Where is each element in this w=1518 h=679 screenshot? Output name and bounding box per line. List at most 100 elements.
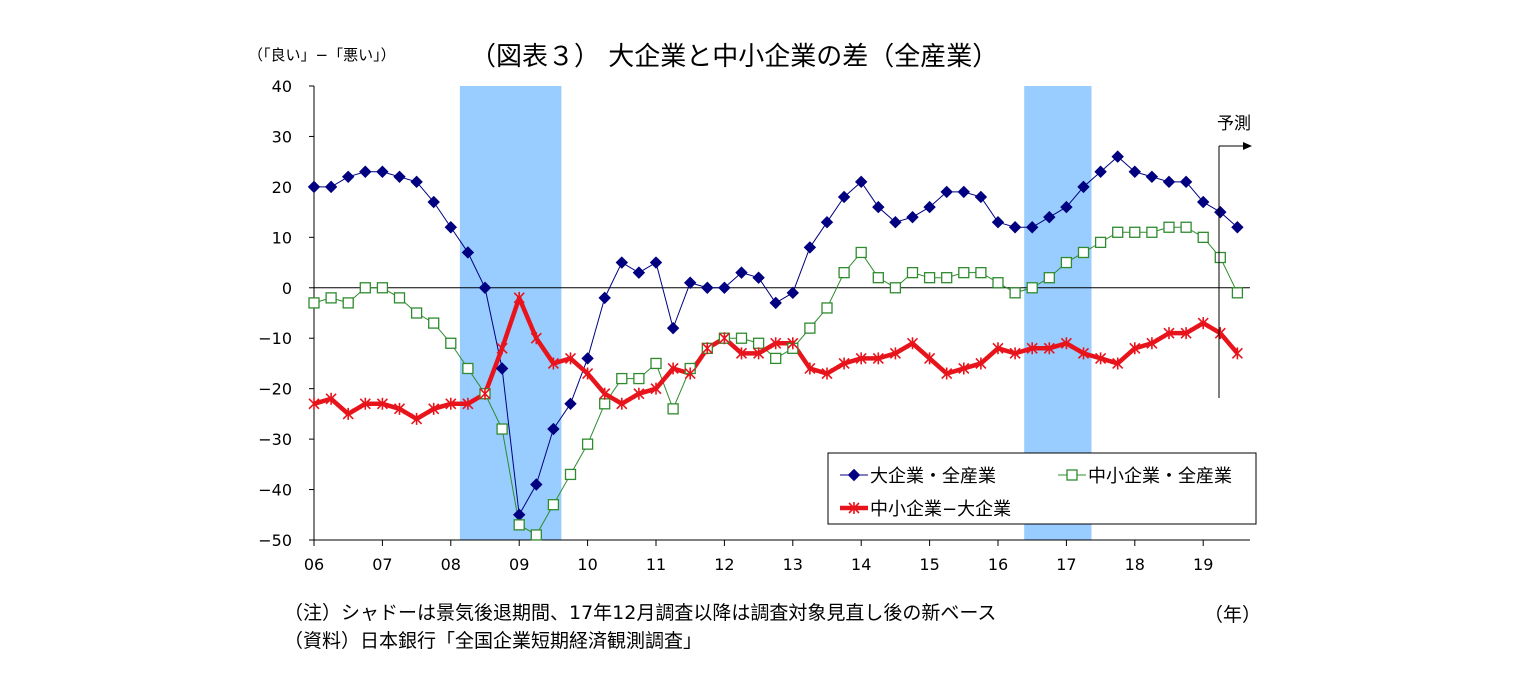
series-1-point bbox=[855, 246, 867, 259]
series-1-point bbox=[752, 337, 765, 349]
series-2-point bbox=[1009, 347, 1021, 360]
x-tick-label: 15 bbox=[919, 555, 939, 574]
series-1-point bbox=[496, 423, 508, 435]
series-2-point bbox=[770, 337, 782, 350]
series-1-point bbox=[513, 519, 525, 531]
series-0-point bbox=[1111, 150, 1124, 163]
series-2-point bbox=[753, 347, 765, 360]
series-1-point bbox=[804, 322, 816, 334]
series-1-point bbox=[735, 332, 748, 344]
x-axis-unit-label: （年） bbox=[1204, 604, 1262, 626]
forecast-arrow-head bbox=[1243, 142, 1252, 150]
series-0-point bbox=[393, 170, 406, 184]
series-2-point bbox=[958, 362, 970, 375]
series-0-point bbox=[341, 170, 355, 184]
series-1-point bbox=[906, 266, 919, 279]
series-1-point bbox=[325, 292, 337, 304]
series-2-point bbox=[599, 387, 611, 400]
series-2-point bbox=[1112, 357, 1124, 370]
series-1-point bbox=[308, 297, 320, 309]
footnote-note: （注）シャドーは景気後退期間、17年12月調査以降は調査対象見直し後の新ベース bbox=[284, 602, 997, 624]
series-2-point bbox=[445, 397, 457, 410]
series-2-point bbox=[1095, 352, 1107, 365]
series-0-point bbox=[854, 175, 868, 189]
series-1-point bbox=[445, 337, 457, 349]
legend-swatch-marker bbox=[847, 468, 861, 482]
x-tick-label: 16 bbox=[988, 555, 1008, 574]
series-2-point bbox=[787, 337, 799, 350]
series-2-point bbox=[1163, 327, 1175, 340]
x-tick-label: 09 bbox=[509, 555, 529, 574]
series-0-point bbox=[906, 210, 919, 224]
series-1-point bbox=[547, 499, 560, 511]
series-0-point bbox=[1060, 200, 1073, 214]
series-1-point bbox=[1112, 226, 1124, 238]
y-tick-label: 10 bbox=[272, 228, 292, 247]
legend-swatch-marker bbox=[1066, 469, 1078, 481]
series-0-point bbox=[324, 180, 338, 194]
y-tick-label: −10 bbox=[258, 329, 292, 348]
series-1-point bbox=[1009, 287, 1021, 299]
series-1-point bbox=[342, 297, 354, 309]
series-0-point bbox=[803, 241, 817, 254]
series-1-point bbox=[1197, 231, 1209, 243]
series-0-point bbox=[427, 195, 440, 209]
series-0-point bbox=[307, 180, 321, 194]
series-2-point bbox=[1197, 317, 1209, 330]
series-0-point bbox=[649, 256, 663, 269]
series-2-point bbox=[667, 362, 679, 375]
series-2-point bbox=[872, 352, 884, 365]
series-1-point bbox=[1129, 226, 1141, 238]
series-2-point bbox=[462, 397, 474, 410]
series-0-point bbox=[735, 266, 748, 279]
x-tick-label: 14 bbox=[851, 555, 871, 574]
series-2-point bbox=[1043, 342, 1055, 355]
series-1-point bbox=[1231, 287, 1244, 299]
series-2-point bbox=[547, 357, 559, 370]
series-0-point bbox=[786, 286, 800, 300]
legend-label-1: 中小企業・全産業 bbox=[1088, 466, 1232, 487]
series-2-point bbox=[393, 402, 406, 415]
series-2-point bbox=[1129, 342, 1141, 355]
legend-label-2: 中小企業−大企業 bbox=[870, 499, 1011, 520]
series-2-point bbox=[582, 367, 594, 380]
series-0-point bbox=[1094, 165, 1107, 178]
y-tick-label: −20 bbox=[258, 380, 292, 399]
chart-axes: 40 30 20 10 0 −10 −20 −30 −40 −50 06 07 08 09 10 11 12 13… bbox=[258, 77, 1250, 574]
series-2-point bbox=[650, 382, 662, 395]
series-2-point bbox=[975, 357, 987, 370]
series-0-point bbox=[359, 165, 372, 178]
series-1-point bbox=[581, 438, 594, 450]
chart-title: （図表３） 大企業と中小企業の差（全産業） bbox=[470, 42, 999, 72]
series-1-point bbox=[1026, 282, 1038, 294]
series-0-point bbox=[478, 281, 492, 294]
x-tick-label: 07 bbox=[372, 555, 392, 574]
series-0-point bbox=[1025, 221, 1039, 234]
series-1-point bbox=[564, 468, 577, 481]
series-1-point bbox=[633, 372, 645, 385]
series-0-point bbox=[1162, 175, 1176, 189]
series-2-point bbox=[1214, 327, 1226, 340]
x-tick-label: 10 bbox=[577, 555, 597, 574]
series-2-point bbox=[1060, 337, 1072, 350]
y-tick-label: 20 bbox=[272, 178, 292, 197]
series-1-point bbox=[992, 277, 1004, 289]
series-1-point bbox=[975, 266, 987, 279]
series-0-point bbox=[991, 215, 1005, 229]
series-0-point bbox=[410, 175, 423, 189]
series-2-point bbox=[992, 342, 1004, 355]
series-0-point bbox=[820, 215, 834, 229]
series-0-point bbox=[957, 185, 971, 199]
series-0-point bbox=[889, 215, 902, 229]
series-1-point bbox=[1077, 246, 1090, 259]
series-0-point bbox=[683, 276, 697, 289]
y-tick-label: 30 bbox=[272, 127, 292, 146]
series-1-point bbox=[1043, 272, 1055, 284]
series-2-point bbox=[906, 337, 919, 350]
series-0-point bbox=[1128, 165, 1142, 178]
series-2-point bbox=[684, 367, 696, 380]
series-0-point bbox=[1008, 221, 1022, 234]
x-tick-label: 19 bbox=[1193, 555, 1213, 574]
footnote-source: （資料）日本銀行「全国企業短期経済観測調査」 bbox=[284, 630, 703, 652]
